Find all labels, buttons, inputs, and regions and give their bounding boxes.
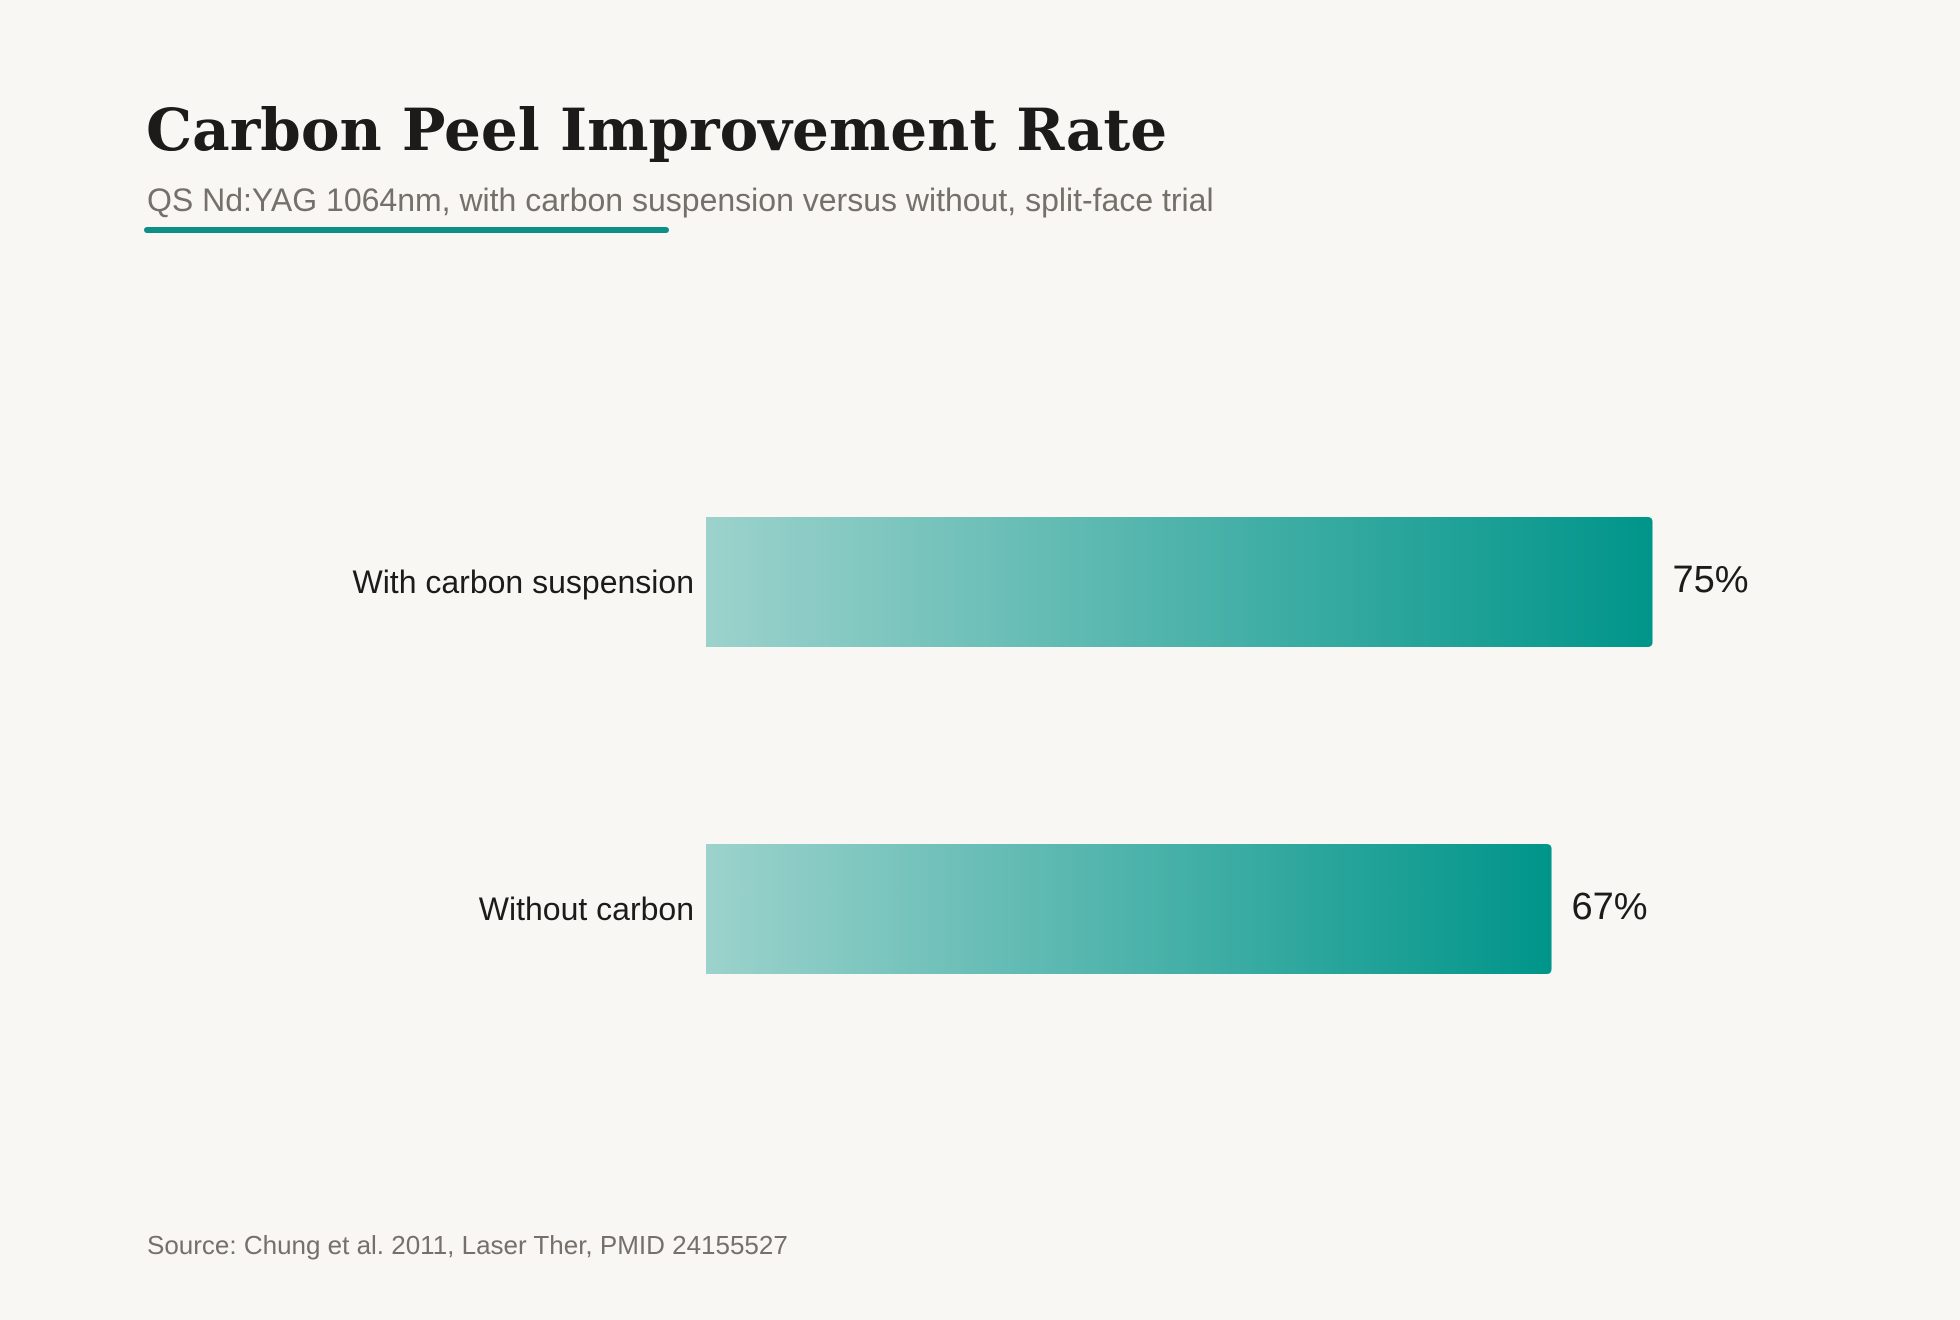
value-label-without-carbon: 67% — [1572, 886, 1648, 928]
category-label-with-carbon-suspension: With carbon suspension — [352, 564, 694, 600]
bar-without-carbon — [706, 844, 1552, 974]
bar-with-carbon-suspension — [706, 517, 1653, 647]
source-note: Source: Chung et al. 2011, Laser Ther, P… — [147, 1230, 788, 1260]
category-label-without-carbon: Without carbon — [479, 891, 694, 927]
chart-title: Carbon Peel Improvement Rate — [146, 96, 1168, 164]
subtitle-accent-underline — [144, 227, 669, 233]
value-label-with-carbon-suspension: 75% — [1673, 559, 1749, 601]
chart-subtitle: QS Nd:YAG 1064nm, with carbon suspension… — [147, 182, 1214, 218]
